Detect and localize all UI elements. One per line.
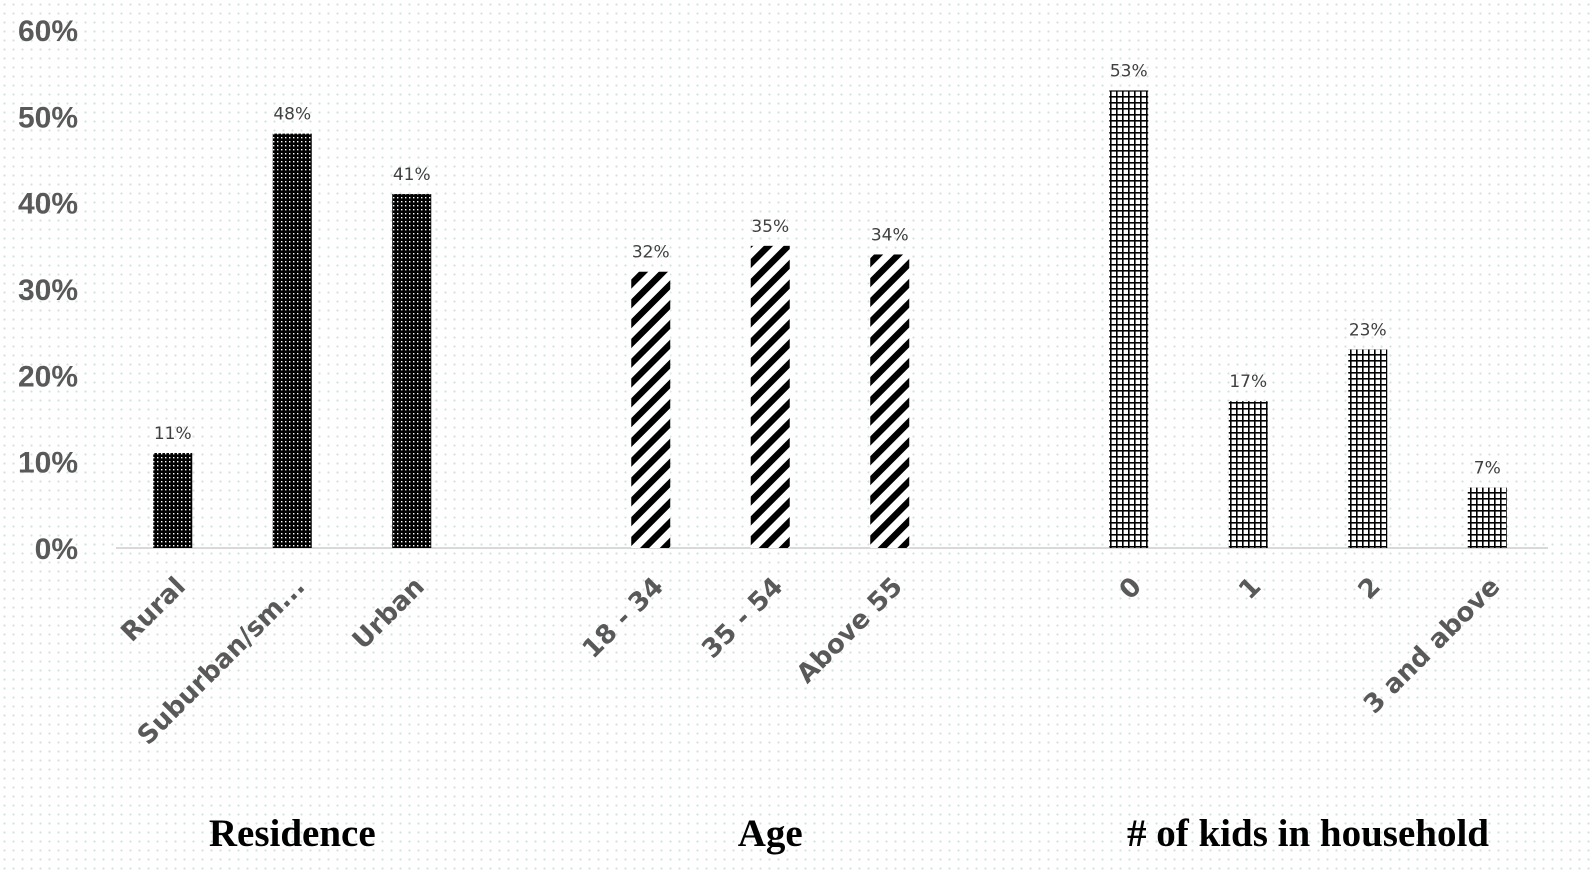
data-label: 41%	[393, 165, 431, 185]
data-label: 48%	[273, 105, 311, 125]
bar-of-kids-in-household-2	[1348, 349, 1387, 548]
group-titles: Residence Age # of kids in household	[209, 812, 1489, 855]
y-tick-label: 40%	[18, 188, 78, 221]
bar-of-kids-in-household-1	[1229, 401, 1268, 548]
bar-of-kids-in-household-0	[1109, 90, 1148, 548]
data-label: 11%	[154, 424, 192, 444]
x-tick-label: 0	[1114, 572, 1148, 606]
x-tick-label: 35 - 54	[696, 572, 789, 665]
y-tick-label: 20%	[18, 360, 78, 393]
bar-residence-suburban-sm	[273, 134, 312, 548]
x-tick-label: Urban	[347, 572, 431, 656]
data-label: 23%	[1349, 320, 1387, 340]
data-labels: 11% 48% 41% 32% 35% 34% 53% 17% 23% 7%	[154, 61, 1501, 478]
group-title-residence: Residence	[209, 812, 376, 855]
bar-age-35-54	[751, 246, 790, 548]
y-tick-label: 30%	[18, 274, 78, 307]
data-label: 17%	[1229, 372, 1267, 392]
bar-age-above-55	[870, 254, 909, 548]
bar-residence-urban	[392, 194, 431, 548]
y-tick-label: 0%	[35, 533, 78, 566]
data-label: 7%	[1474, 459, 1501, 479]
y-tick-label: 60%	[18, 15, 78, 48]
bar-series	[153, 90, 1507, 548]
data-label: 34%	[871, 225, 909, 245]
x-tick-label: Above 55	[791, 572, 909, 690]
group-title-of-kids-in-household: # of kids in household	[1127, 812, 1489, 855]
data-label: 32%	[632, 243, 670, 263]
x-tick-label: Rural	[115, 572, 191, 648]
data-label: 53%	[1110, 61, 1148, 81]
bar-residence-rural	[153, 453, 192, 548]
y-tick-label: 10%	[18, 447, 78, 480]
group-title-age: Age	[738, 812, 803, 855]
data-label: 35%	[751, 217, 789, 237]
y-axis: 0% 10% 20% 30% 40% 50% 60%	[18, 15, 78, 566]
x-tick-label: 2	[1353, 572, 1387, 606]
bar-age-18-34	[631, 272, 670, 548]
y-tick-label: 50%	[18, 101, 78, 134]
bar-of-kids-in-household-3-and-above	[1468, 488, 1507, 548]
x-tick-label: 18 - 34	[577, 572, 670, 665]
x-tick-label: 1	[1233, 572, 1267, 606]
